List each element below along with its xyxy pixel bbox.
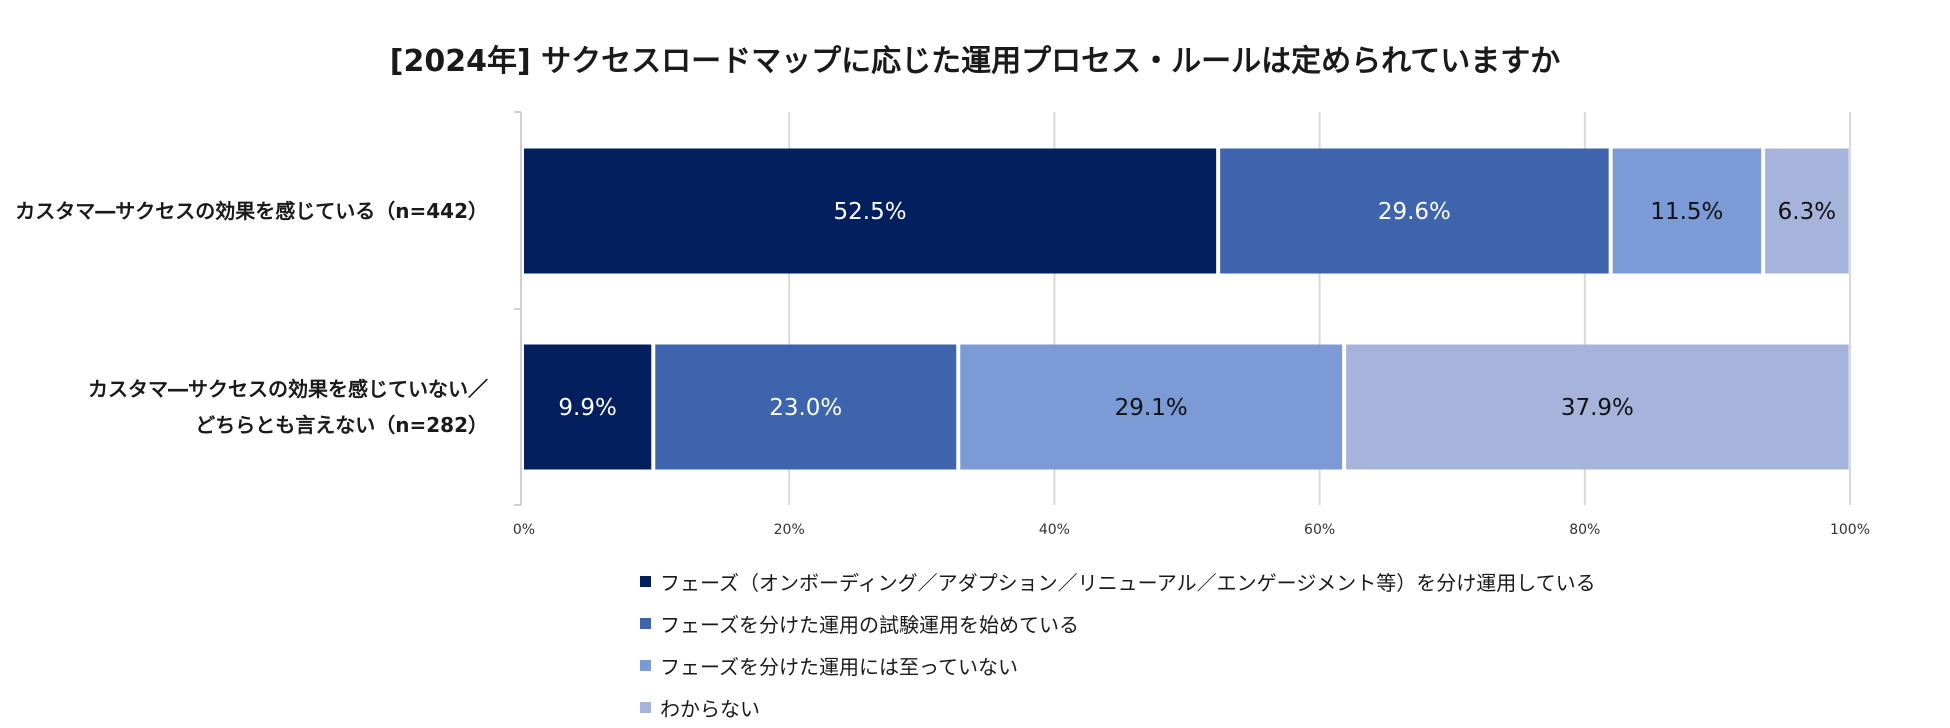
x-tick-label: 20% xyxy=(774,522,805,538)
data-label: 29.1% xyxy=(1115,395,1188,421)
bar-segment xyxy=(1765,148,1849,274)
legend-item: フェーズを分けた運用の試験運用を始めている xyxy=(640,602,1596,644)
bar-segment xyxy=(524,148,1217,274)
x-tick-label: 100% xyxy=(1830,522,1870,538)
stacked-bar-chart: 0% 20% 40% 60% 80% 100% カスタマ―サクセスの効果を感じている（n=4… xyxy=(15,111,1870,538)
bar-segment xyxy=(655,344,957,470)
data-label: 52.5% xyxy=(834,199,907,225)
data-label: 11.5% xyxy=(1650,199,1723,225)
x-tick-label: 60% xyxy=(1304,522,1335,538)
data-label: 37.9% xyxy=(1561,395,1634,421)
legend-label: フェーズ（オンボーディング／アダプション／リニューアル／エンゲージメント等）を分… xyxy=(660,570,1596,595)
legend-label: フェーズを分けた運用には至っていない xyxy=(660,654,1018,679)
legend-swatch xyxy=(640,617,651,629)
legend-swatch xyxy=(640,659,651,671)
legend-item: わからない xyxy=(640,686,1596,728)
chart-title: [2024年] サクセスロードマップに応じた運用プロセス・ルールは定められていま… xyxy=(389,44,1561,79)
legend-swatch xyxy=(640,575,651,587)
category-label: どちらとも言えない（n=282） xyxy=(195,413,488,437)
x-tick-label: 0% xyxy=(513,522,535,538)
category-label: カスタマ―サクセスの効果を感じていない／ xyxy=(88,377,488,401)
data-label: 29.6% xyxy=(1378,199,1451,225)
legend-item: フェーズ（オンボーディング／アダプション／リニューアル／エンゲージメント等）を分… xyxy=(640,560,1596,602)
bar-segment xyxy=(1346,344,1849,470)
category-label: カスタマ―サクセスの効果を感じている（n=442） xyxy=(15,199,488,223)
data-label: 9.9% xyxy=(558,395,616,421)
legend-swatch xyxy=(640,701,651,713)
bar-segment xyxy=(1612,148,1762,274)
y-axis xyxy=(514,111,522,506)
legend: フェーズ（オンボーディング／アダプション／リニューアル／エンゲージメント等）を分… xyxy=(640,560,1596,728)
data-label: 23.0% xyxy=(769,395,842,421)
legend-label: わからない xyxy=(660,696,760,721)
labels: 0% 20% 40% 60% 80% 100% カスタマ―サクセスの効果を感じている（n=4… xyxy=(15,199,1870,538)
x-tick-label: 40% xyxy=(1039,522,1070,538)
x-tick-label: 80% xyxy=(1569,522,1600,538)
bar-segment xyxy=(1220,148,1609,274)
data-label: 6.3% xyxy=(1778,199,1836,225)
bar-segment xyxy=(960,344,1343,470)
legend-item: フェーズを分けた運用には至っていない xyxy=(640,644,1596,686)
legend-label: フェーズを分けた運用の試験運用を始めている xyxy=(660,612,1079,637)
bars xyxy=(524,148,1849,470)
bar-segment xyxy=(524,344,652,470)
